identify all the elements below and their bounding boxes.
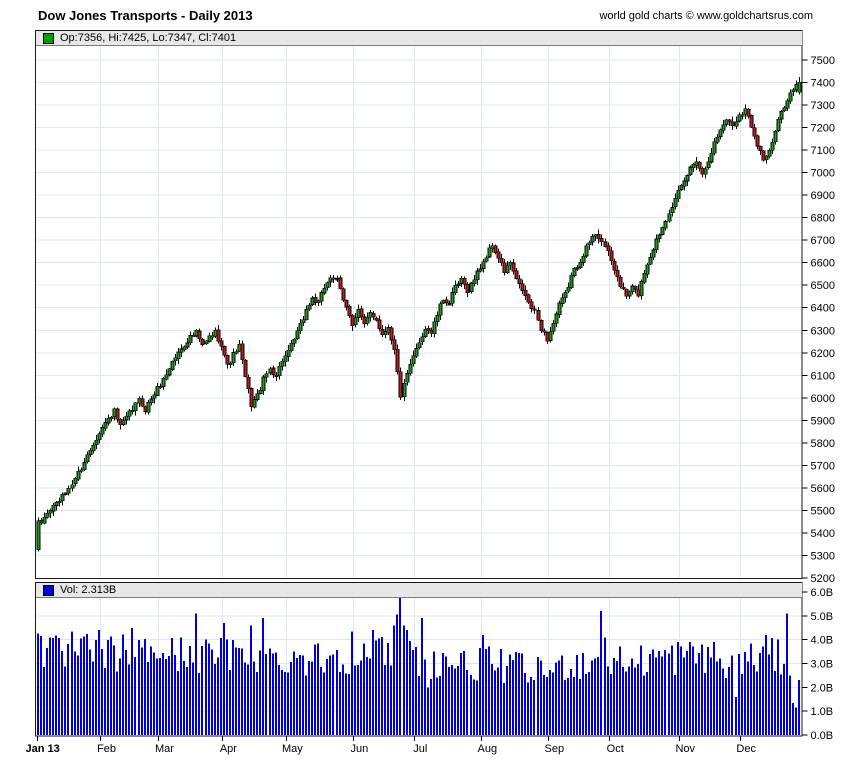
svg-text:5400: 5400 <box>811 528 835 540</box>
svg-text:5200: 5200 <box>811 573 835 585</box>
x-axis-month-label: Nov <box>675 743 695 755</box>
volume-legend-label: Vol: 2.313B <box>60 584 117 596</box>
svg-text:3.0B: 3.0B <box>811 659 834 671</box>
page-title: Dow Jones Transports - Daily 2013 <box>38 8 253 23</box>
svg-text:4.0B: 4.0B <box>811 635 834 647</box>
x-axis-month-label: Jun <box>350 743 368 755</box>
svg-text:6400: 6400 <box>811 303 835 315</box>
x-axis-month-label: Sep <box>544 743 564 755</box>
svg-text:6100: 6100 <box>811 370 835 382</box>
svg-text:6300: 6300 <box>811 325 835 337</box>
volume-legend-bar: Vol: 2.313B <box>36 583 802 598</box>
svg-text:6000: 6000 <box>811 393 835 405</box>
price-legend-label: Op:7356, Hi:7425, Lo:7347, Cl:7401 <box>60 32 237 44</box>
svg-text:6800: 6800 <box>811 213 835 225</box>
svg-text:2.0B: 2.0B <box>811 682 834 694</box>
svg-text:6900: 6900 <box>811 190 835 202</box>
svg-text:5800: 5800 <box>811 438 835 450</box>
svg-text:5900: 5900 <box>811 415 835 427</box>
svg-text:6200: 6200 <box>811 348 835 360</box>
svg-text:7400: 7400 <box>811 78 835 90</box>
candle-legend-swatch-icon <box>43 32 54 44</box>
svg-text:1.0B: 1.0B <box>811 706 834 718</box>
x-axis-month-label: Apr <box>220 743 237 755</box>
svg-text:6500: 6500 <box>811 280 835 292</box>
x-axis-month-label: Jul <box>413 743 427 755</box>
svg-text:7100: 7100 <box>811 145 835 157</box>
x-axis-month-label: Feb <box>97 743 116 755</box>
x-axis-month-label: Mar <box>155 743 174 755</box>
svg-text:5600: 5600 <box>811 483 835 495</box>
svg-text:5300: 5300 <box>811 550 835 562</box>
x-axis-month-label: Oct <box>607 743 624 755</box>
svg-text:5500: 5500 <box>811 505 835 517</box>
svg-text:7300: 7300 <box>811 100 835 112</box>
x-axis-month-label: Dec <box>736 743 756 755</box>
svg-text:7000: 7000 <box>811 168 835 180</box>
svg-text:7200: 7200 <box>811 123 835 135</box>
svg-text:5.0B: 5.0B <box>811 611 834 623</box>
volume-legend-swatch-icon <box>43 584 54 596</box>
svg-text:6.0B: 6.0B <box>811 587 834 599</box>
svg-text:6700: 6700 <box>811 235 835 247</box>
credit-text: world gold charts © www.goldchartsrus.co… <box>599 10 813 22</box>
x-axis-month-label: May <box>282 743 303 755</box>
svg-text:6600: 6600 <box>811 258 835 270</box>
x-axis-month-label: Aug <box>477 743 497 755</box>
x-axis-month-label: Jan 13 <box>25 743 59 755</box>
svg-text:0.0B: 0.0B <box>811 730 834 742</box>
svg-text:5700: 5700 <box>811 460 835 472</box>
price-legend-bar: Op:7356, Hi:7425, Lo:7347, Cl:7401 <box>36 31 802 46</box>
svg-text:7500: 7500 <box>811 55 835 67</box>
